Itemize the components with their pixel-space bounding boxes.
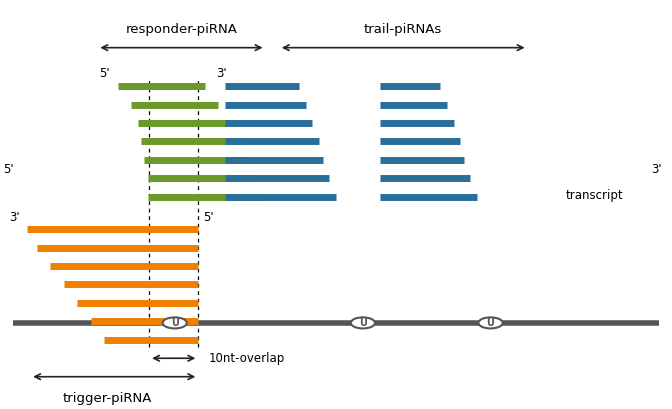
Text: 3': 3' — [651, 163, 662, 175]
Text: transcript: transcript — [566, 189, 624, 202]
Text: U: U — [171, 318, 179, 328]
Text: U: U — [359, 318, 367, 328]
Text: trail-piRNAs: trail-piRNAs — [364, 23, 442, 36]
Text: 3': 3' — [9, 211, 20, 225]
Text: U: U — [487, 318, 495, 328]
Text: 5': 5' — [3, 163, 14, 175]
Circle shape — [163, 317, 187, 328]
Text: responder-piRNA: responder-piRNA — [126, 23, 237, 36]
Text: 5': 5' — [99, 67, 110, 80]
Text: 10nt-overlap: 10nt-overlap — [208, 352, 284, 365]
Circle shape — [351, 317, 375, 328]
Text: 5': 5' — [203, 211, 214, 225]
Text: trigger-piRNA: trigger-piRNA — [63, 392, 152, 405]
Circle shape — [478, 317, 503, 328]
Text: 3': 3' — [216, 67, 227, 80]
